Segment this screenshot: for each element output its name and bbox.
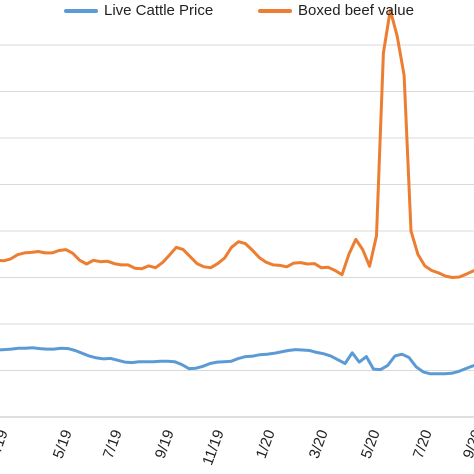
x-tick-label: 7/20 [410,428,436,461]
series-line-live-cattle-price [0,346,474,376]
series-line-boxed-beef-value [0,8,474,279]
x-tick-label: 9/20 [460,428,474,461]
x-tick-labels: 3/19 5/19 7/19 9/19 11/19 1/20 3/20 5/20 7/20 9/2… [0,428,474,468]
legend-label-live-cattle-price: Live Cattle Price [104,2,214,19]
x-tick-label: 7/19 [100,428,126,461]
gridlines [0,44,474,371]
legend-item-boxed-beef-value: Boxed beef value [258,2,414,19]
x-tick-label: 1/20 [253,428,279,461]
legend: Live Cattle Price Boxed beef value [0,0,474,22]
x-tick-label: 11/19 [199,428,227,468]
x-tick-label: 3/19 [0,428,12,461]
x-tick-label: 5/20 [358,428,384,461]
x-tick-label: 9/19 [152,428,178,461]
legend-item-live-cattle-price: Live Cattle Price [64,2,213,19]
legend-label-boxed-beef-value: Boxed beef value [298,2,414,19]
legend-swatch-boxed-beef-value [258,8,292,13]
legend-swatch-live-cattle-price [64,8,98,13]
x-tick-label: 3/20 [306,428,332,461]
x-tick-label: 5/19 [50,428,76,461]
series-lines [0,8,474,376]
